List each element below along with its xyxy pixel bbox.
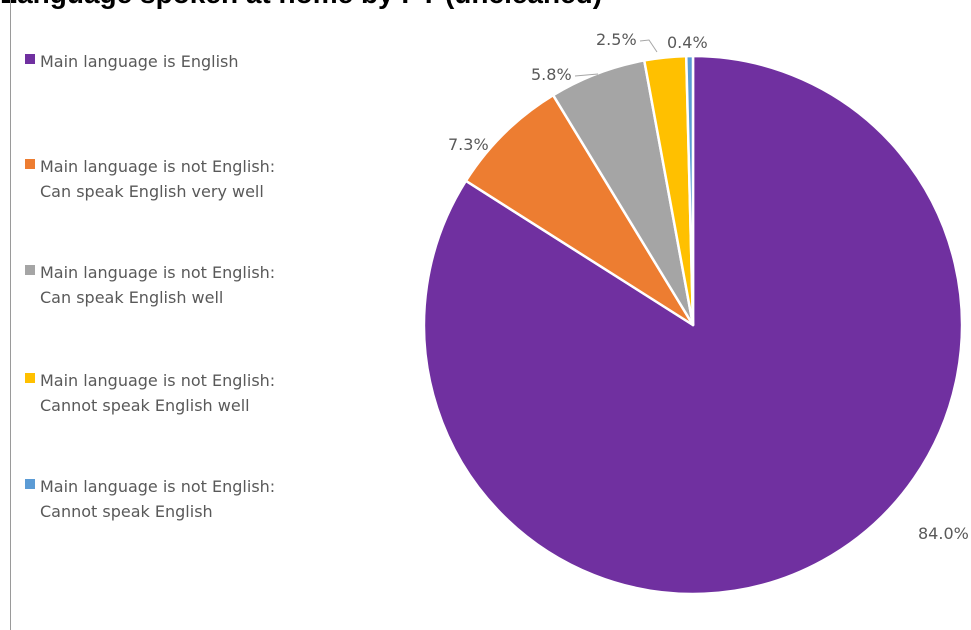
legend-swatch-1 (25, 54, 35, 64)
data-label-4: 2.5% (596, 30, 637, 49)
data-label-3: 5.8% (531, 65, 572, 84)
data-label-5: 0.4% (667, 33, 708, 52)
legend-label-2: Main language is not English: Can speak E… (40, 157, 275, 201)
leader-line-2 (639, 39, 658, 53)
leader-lines (574, 39, 658, 77)
legend-label-1: Main language is English (40, 52, 239, 71)
legend: Main language is English Main language is… (25, 52, 275, 521)
legend-label-4: Main language is not English: Cannot spea… (40, 371, 275, 415)
legend-label-5: Main language is not English: Cannot spea… (40, 477, 275, 521)
pie-slices (422, 54, 964, 596)
chart-title: Language spoken at home by PT (uncleaned… (0, 0, 602, 10)
data-labels: 84.0% 7.3% 5.8% 2.5% 0.4% (448, 30, 969, 543)
legend-swatch-5 (25, 479, 35, 489)
data-label-1: 84.0% (918, 524, 969, 543)
pie-slice-5 (684, 54, 695, 327)
legend-swatch-3 (25, 265, 35, 275)
data-label-2: 7.3% (448, 135, 489, 154)
chart-border (10, 0, 11, 630)
legend-swatch-4 (25, 373, 35, 383)
legend-swatch-2 (25, 159, 35, 169)
legend-label-3: Main language is not English: Can speak E… (40, 263, 275, 307)
leader-line-1 (574, 73, 599, 77)
pie-slice-2 (464, 93, 695, 327)
